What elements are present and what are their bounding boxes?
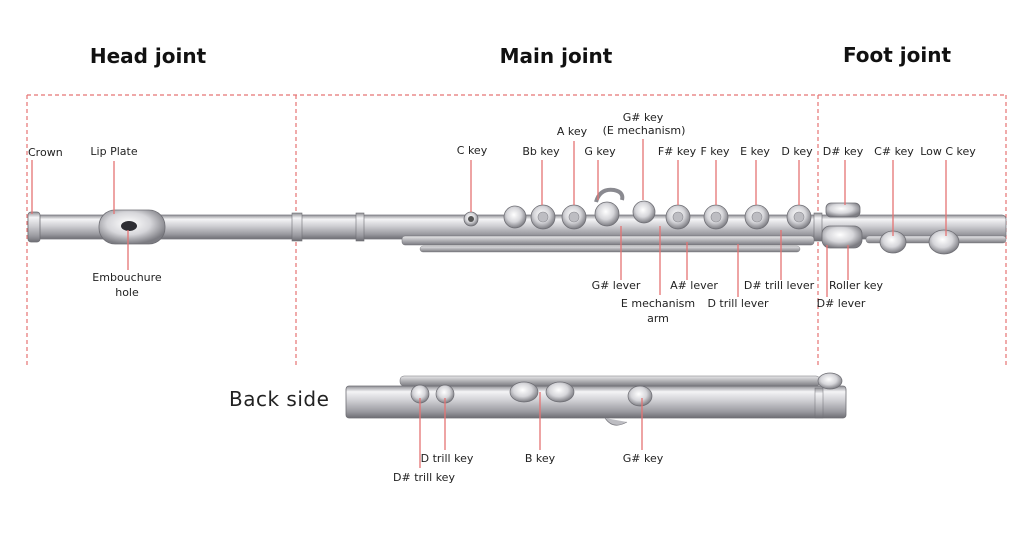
pointer-lines <box>31 139 947 297</box>
back-pointer-lines <box>419 392 643 468</box>
bb-key-label: Bb key <box>522 145 560 158</box>
g-sharp-key-label: G# key <box>622 111 664 124</box>
e-mechanism-label: (E mechanism) <box>602 124 686 137</box>
d-trill-lever-label: D trill lever <box>707 297 769 310</box>
flute-body <box>27 187 1007 255</box>
back-side-flute <box>345 372 847 426</box>
embouchure-hole-label: Embouchure hole <box>92 271 162 299</box>
d-sharp-lever-label: D# lever <box>816 297 866 310</box>
crown-label: Crown <box>28 146 63 159</box>
d-sharp-key-label: D# key <box>822 145 864 158</box>
c-key-label: C key <box>456 144 488 157</box>
g-key-label: G key <box>584 145 616 158</box>
main-joint-title: Main joint <box>499 44 613 68</box>
lip-plate-label: Lip Plate <box>90 145 138 158</box>
e-key-label: E key <box>740 145 770 158</box>
d-key-label: D key <box>781 145 813 158</box>
d-sharp-trill-lever-label: D# trill lever <box>743 279 815 292</box>
back-side-title: Back side <box>229 387 330 411</box>
b-key-label: B key <box>524 452 556 465</box>
a-sharp-lever-label: A# lever <box>670 279 718 292</box>
c-sharp-key-label: C# key <box>874 145 914 158</box>
f-key-label: F key <box>700 145 730 158</box>
e-mechanism-arm-label: E mechanism arm <box>620 297 696 325</box>
d-trill-key-label: D trill key <box>420 452 474 465</box>
g-sharp-lever-label: G# lever <box>591 279 641 292</box>
head-joint-title: Head joint <box>89 44 207 68</box>
back-g-sharp-key-label: G# key <box>622 452 664 465</box>
f-sharp-key-label: F# key <box>657 145 697 158</box>
roller-key-label: Roller key <box>828 279 884 292</box>
d-sharp-trill-key-label: D# trill key <box>393 471 455 484</box>
foot-joint-title: Foot joint <box>842 43 952 67</box>
low-c-key-label: Low C key <box>920 145 976 158</box>
a-key-label: A key <box>556 125 588 138</box>
